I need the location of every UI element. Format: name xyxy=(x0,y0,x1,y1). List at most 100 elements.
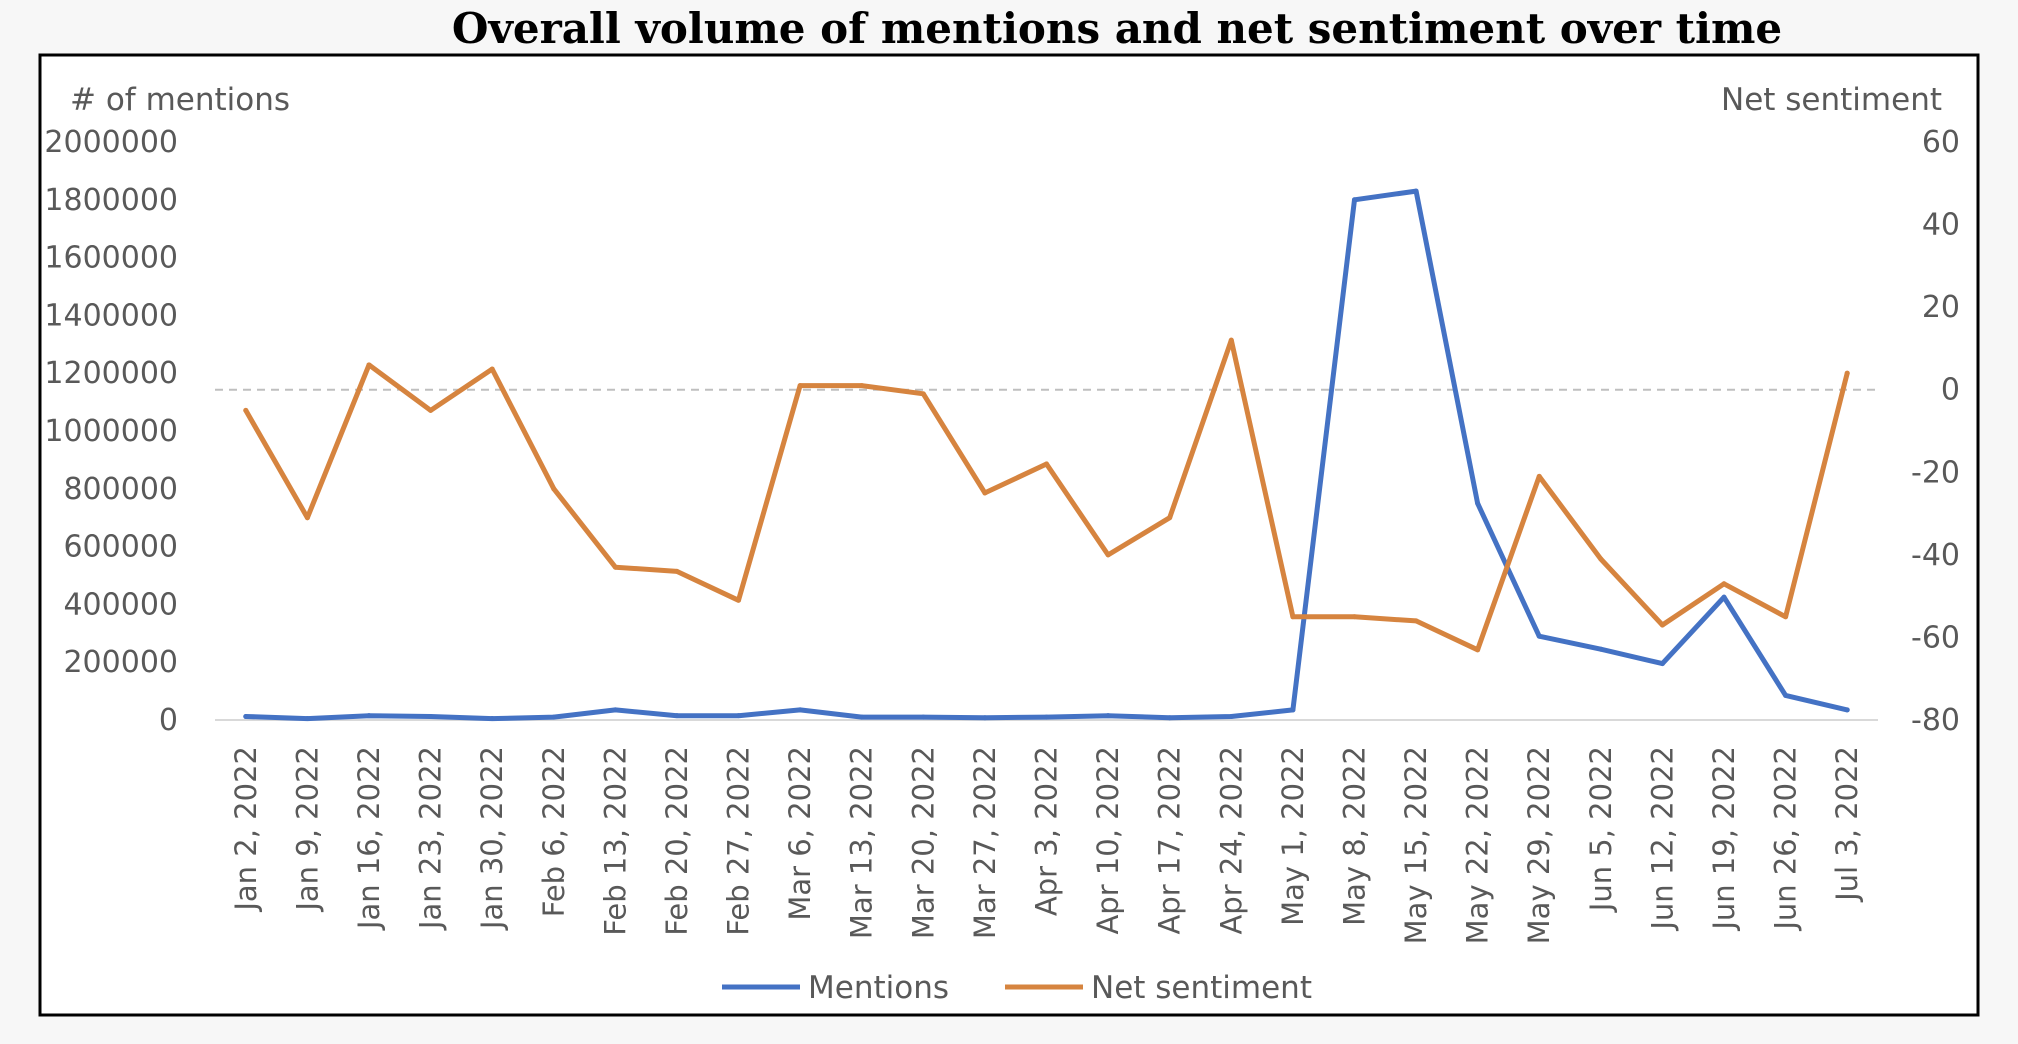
x-tick-label: Apr 3, 2022 xyxy=(1030,746,1064,916)
chart-title: Overall volume of mentions and net senti… xyxy=(452,4,1782,53)
chart-frame xyxy=(38,53,1980,1017)
y-left-tick-label: 400000 xyxy=(63,587,178,622)
data-point-net-sentiment xyxy=(304,515,310,521)
data-point-net-sentiment xyxy=(612,564,618,570)
data-point-net-sentiment xyxy=(1659,622,1665,628)
data-point-mentions xyxy=(1105,713,1111,719)
data-point-net-sentiment xyxy=(1413,618,1419,624)
data-point-mentions xyxy=(920,714,926,720)
x-tick-label: Jan 9, 2022 xyxy=(290,746,324,913)
data-point-mentions xyxy=(1659,661,1665,667)
data-point-mentions xyxy=(1536,633,1542,639)
legend: Mentions Net sentiment xyxy=(722,970,1312,1006)
data-point-mentions xyxy=(1290,707,1296,713)
data-point-net-sentiment xyxy=(674,568,680,574)
y-left-tick-label: 2000000 xyxy=(44,125,178,160)
x-tick-label: May 1, 2022 xyxy=(1276,746,1310,926)
y-right-tick-label: -80 xyxy=(1911,703,1960,738)
data-point-net-sentiment xyxy=(489,366,495,372)
x-tick-label: Jan 23, 2022 xyxy=(414,746,448,931)
x-tick-label: Apr 17, 2022 xyxy=(1153,746,1187,935)
x-tick-label: Jul 3, 2022 xyxy=(1830,746,1864,903)
data-point-net-sentiment xyxy=(859,383,865,389)
y-right-tick-label: 40 xyxy=(1922,208,1960,243)
data-point-net-sentiment xyxy=(1167,515,1173,521)
y-right-axis-title: Net sentiment xyxy=(1721,82,1942,118)
data-point-net-sentiment xyxy=(1598,556,1604,562)
x-tick-label: May 8, 2022 xyxy=(1337,746,1371,926)
x-tick-label: Feb 13, 2022 xyxy=(598,746,632,936)
data-point-mentions xyxy=(736,713,742,719)
data-point-net-sentiment xyxy=(736,597,742,603)
y-left-tick-label: 1600000 xyxy=(44,241,178,276)
x-tick-label: May 22, 2022 xyxy=(1461,746,1495,944)
data-point-mentions xyxy=(1598,646,1604,652)
y-left-tick-label: 200000 xyxy=(63,645,178,680)
x-tick-label: Mar 20, 2022 xyxy=(906,746,940,939)
y-right-tick-label: -60 xyxy=(1911,620,1960,655)
data-point-mentions xyxy=(1783,692,1789,698)
y-left-axis-title: # of mentions xyxy=(70,82,290,118)
data-point-net-sentiment xyxy=(1290,614,1296,620)
y-left-tick-label: 600000 xyxy=(63,530,178,565)
series-layer xyxy=(243,188,1850,722)
y-left-tick-labels: 2000000180000016000001400000120000010000… xyxy=(44,125,178,738)
data-point-mentions xyxy=(1044,714,1049,720)
x-tick-label: Jan 16, 2022 xyxy=(352,746,386,931)
data-point-mentions xyxy=(797,707,803,713)
data-point-mentions xyxy=(612,707,618,713)
x-tick-label: Jun 5, 2022 xyxy=(1584,746,1618,913)
y-left-tick-label: 1400000 xyxy=(44,298,178,333)
data-point-mentions xyxy=(551,714,557,720)
data-point-mentions xyxy=(1167,715,1173,721)
x-tick-label: Apr 24, 2022 xyxy=(1214,746,1248,935)
x-tick-labels: Jan 2, 2022 Jan 9, 2022 Jan 16, 2022 Jan 23… xyxy=(229,746,1864,944)
data-point-net-sentiment xyxy=(1536,473,1542,479)
data-point-mentions xyxy=(1413,188,1419,194)
data-point-net-sentiment xyxy=(243,407,249,413)
data-point-net-sentiment xyxy=(982,490,988,496)
data-point-mentions xyxy=(366,713,372,719)
y-right-tick-label: 20 xyxy=(1922,290,1960,325)
data-point-mentions xyxy=(489,716,495,722)
legend-label-mentions: Mentions xyxy=(808,970,949,1006)
legend-label-net-sentiment: Net sentiment xyxy=(1091,970,1312,1006)
data-point-mentions xyxy=(1351,197,1357,203)
x-tick-label: Jan 2, 2022 xyxy=(229,746,263,913)
data-point-net-sentiment xyxy=(797,383,803,389)
y-right-tick-label: -40 xyxy=(1911,538,1960,573)
x-tick-label: Mar 6, 2022 xyxy=(783,746,817,921)
x-tick-label: May 29, 2022 xyxy=(1522,746,1556,944)
data-point-mentions xyxy=(243,714,249,720)
data-point-net-sentiment xyxy=(1475,647,1481,653)
data-point-net-sentiment xyxy=(1783,614,1789,620)
x-tick-label: Jun 19, 2022 xyxy=(1707,746,1741,932)
data-point-mentions xyxy=(1475,500,1481,506)
x-tick-label: Mar 27, 2022 xyxy=(968,746,1002,939)
data-point-mentions xyxy=(859,714,865,720)
y-left-tick-label: 800000 xyxy=(63,472,178,507)
x-tick-label: Feb 20, 2022 xyxy=(660,746,694,936)
x-tick-label: Jun 26, 2022 xyxy=(1769,746,1803,932)
data-point-mentions xyxy=(428,714,434,720)
x-tick-label: Jan 30, 2022 xyxy=(475,746,509,931)
y-left-tick-label: 0 xyxy=(159,703,178,738)
x-tick-label: Feb 6, 2022 xyxy=(537,746,571,917)
data-point-net-sentiment xyxy=(551,486,557,492)
y-right-tick-label: 60 xyxy=(1922,125,1960,160)
data-point-net-sentiment xyxy=(1721,581,1727,587)
data-point-net-sentiment xyxy=(1844,370,1850,376)
y-left-tick-label: 1000000 xyxy=(44,414,178,449)
data-point-mentions xyxy=(304,716,310,722)
data-point-net-sentiment xyxy=(366,362,372,368)
x-tick-label: Feb 27, 2022 xyxy=(722,746,756,936)
data-point-mentions xyxy=(674,713,680,719)
y-right-tick-label: 0 xyxy=(1941,373,1960,408)
x-tick-label: Apr 10, 2022 xyxy=(1091,746,1125,935)
data-point-net-sentiment xyxy=(1351,614,1357,620)
data-point-net-sentiment xyxy=(428,407,434,413)
data-point-mentions xyxy=(1721,594,1727,600)
data-point-net-sentiment xyxy=(1105,552,1111,558)
y-left-tick-label: 1200000 xyxy=(44,356,178,391)
